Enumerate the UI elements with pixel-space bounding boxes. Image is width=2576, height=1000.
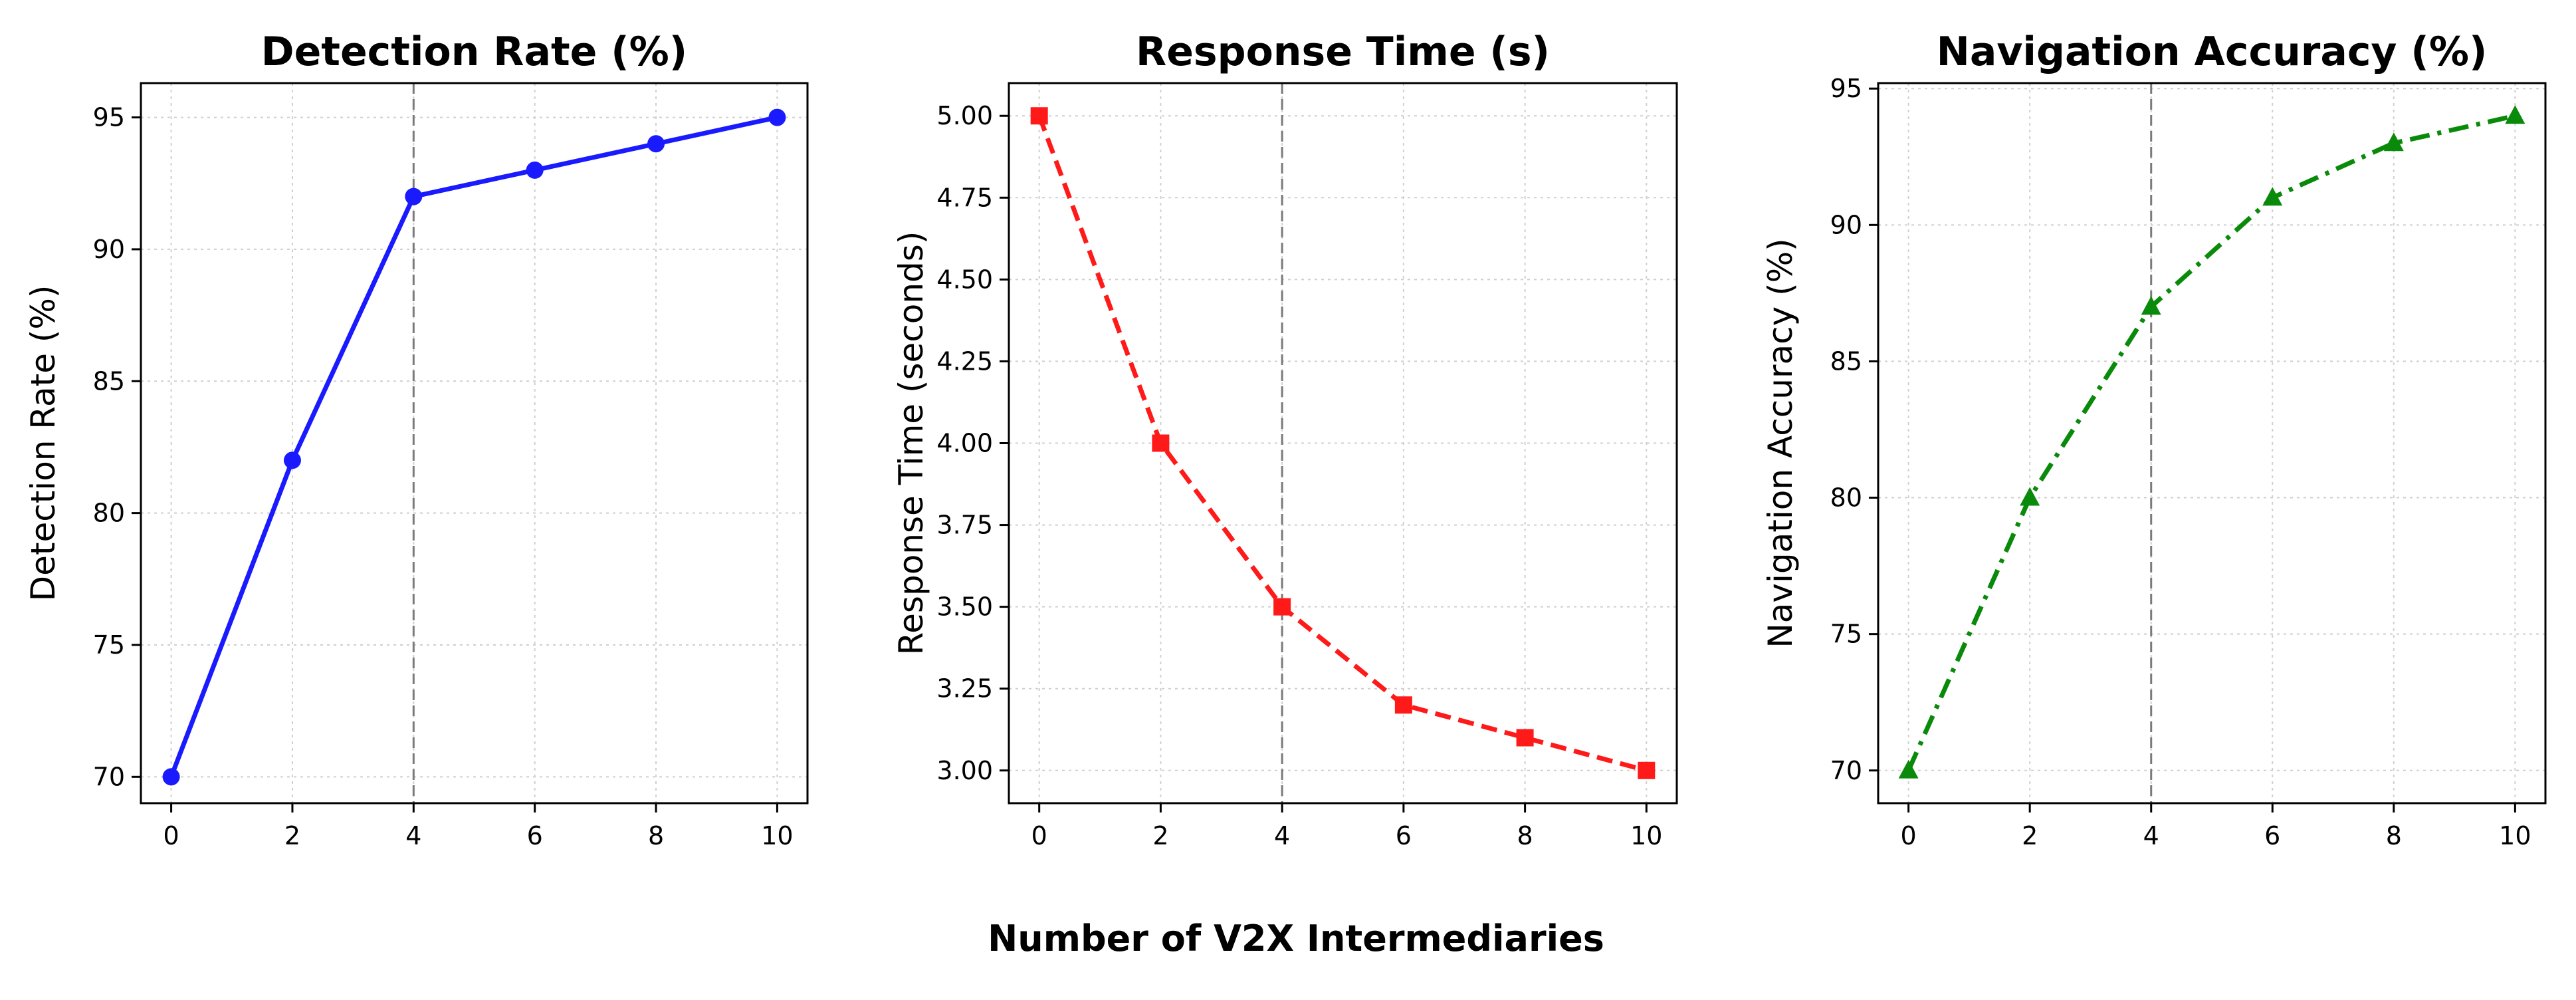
y-tick-label: 90: [93, 235, 125, 264]
data-point: [2505, 105, 2525, 124]
y-tick-label: 90: [1830, 210, 1862, 239]
x-tick-label: 6: [2264, 821, 2280, 850]
data-point: [405, 188, 423, 205]
data-point: [2383, 132, 2404, 152]
y-tick-label: 70: [93, 762, 125, 791]
data-point: [1898, 759, 1919, 779]
chart-panel-2: 0 2 4 6 8 10 3.00 3.25 3.50 3.75 4.00 4.25 4.50 4.75 5…: [892, 29, 1678, 850]
y-axis-label: Response Time (seconds): [892, 231, 930, 656]
y-tick-label: 75: [93, 630, 125, 660]
series-line: [169, 115, 778, 778]
y-tick-label: 3.25: [936, 674, 993, 703]
y-tick-label: 85: [1830, 346, 1862, 376]
chart-panel-1: 0 2 4 6 8 10 70 75 80 85 90 95 Detection Rate (%) Det…: [24, 29, 809, 850]
x-tick-label: 4: [2143, 821, 2159, 850]
x-tick-label: 4: [1274, 821, 1290, 850]
y-tick-label: 3.50: [936, 592, 993, 622]
data-point: [1638, 761, 1656, 779]
y-tick-label: 85: [93, 366, 125, 396]
y-axis-label: Detection Rate (%): [24, 285, 62, 602]
data-point: [1152, 434, 1170, 452]
y-tick-label: 5.00: [936, 101, 993, 130]
data-point: [2141, 296, 2161, 315]
series-line: [1037, 115, 1648, 773]
y-tick-label: 95: [1830, 74, 1862, 103]
x-tick-label: 8: [2386, 821, 2402, 850]
chart-title: Detection Rate (%): [261, 29, 687, 75]
x-tick-label: 2: [2022, 821, 2038, 850]
y-tick-label: 80: [93, 499, 125, 528]
y-tick-label: 4.50: [936, 265, 993, 294]
data-point: [768, 108, 786, 126]
y-tick-label: 75: [1830, 620, 1862, 649]
series-line: [1906, 113, 2516, 772]
data-point: [1273, 598, 1291, 616]
x-tick-label: 0: [1901, 821, 1917, 850]
x-tick-label: 0: [1031, 821, 1047, 850]
x-tick-label: 10: [1630, 821, 1662, 850]
x-tick-label: 10: [2499, 821, 2531, 850]
x-tick-label: 8: [648, 821, 664, 850]
x-tick-label: 2: [1152, 821, 1168, 850]
data-point: [162, 768, 180, 786]
data-point: [526, 161, 544, 179]
axes-frame: [1877, 82, 2547, 805]
y-tick-label: 4.75: [936, 183, 993, 212]
x-tick-label: 8: [1517, 821, 1533, 850]
shared-x-axis-label: Number of V2X Intermediaries: [988, 918, 1604, 959]
y-tick-label: 70: [1830, 756, 1862, 785]
y-tick-label: 4.00: [936, 429, 993, 458]
chart-title: Navigation Accuracy (%): [1937, 29, 2488, 75]
data-point: [283, 451, 301, 469]
data-point: [1394, 696, 1412, 714]
data-point: [1516, 729, 1534, 747]
y-axis-label: Navigation Accuracy (%): [1761, 238, 1800, 648]
data-point: [2020, 487, 2040, 506]
x-tick-label: 6: [527, 821, 543, 850]
y-tick-label: 95: [93, 103, 125, 132]
y-tick-label: 3.75: [936, 511, 993, 540]
data-point: [647, 135, 665, 153]
axes-frame: [140, 82, 809, 805]
x-tick-label: 0: [163, 821, 179, 850]
chart-panel-3: 0 2 4 6 8 10 70 75 80 85 90 95 Navigation Accuracy (…: [1761, 29, 2547, 850]
data-point: [2262, 187, 2283, 206]
x-tick-label: 6: [1396, 821, 1412, 850]
data-point: [1030, 107, 1048, 125]
x-tick-label: 2: [284, 821, 300, 850]
y-tick-label: 3.00: [936, 756, 993, 785]
y-tick-label: 80: [1830, 483, 1862, 513]
y-tick-label: 4.25: [936, 346, 993, 376]
x-tick-label: 4: [405, 821, 421, 850]
x-tick-label: 10: [761, 821, 793, 850]
chart-title: Response Time (s): [1136, 29, 1550, 75]
